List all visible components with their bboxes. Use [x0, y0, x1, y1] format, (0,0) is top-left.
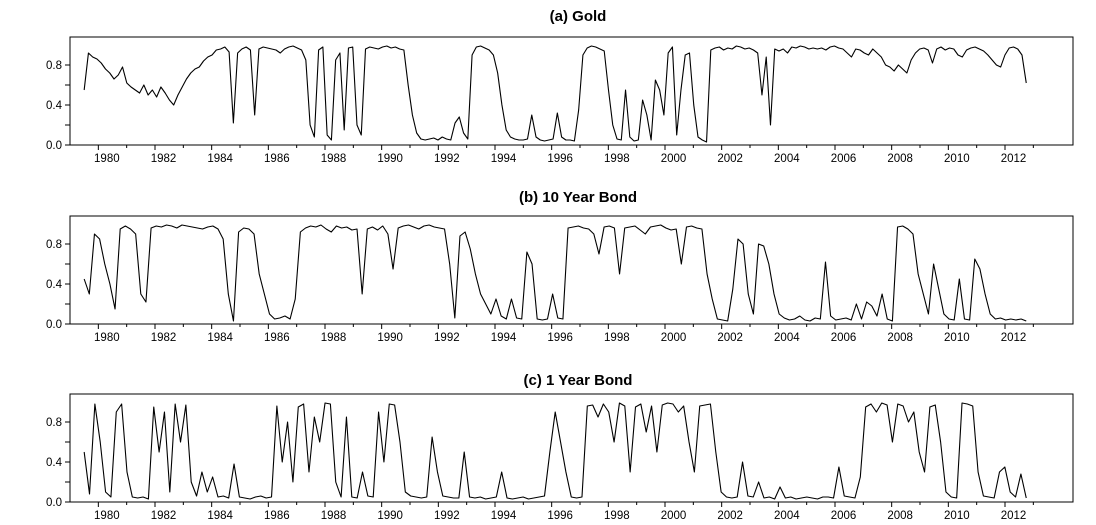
x-tick-label: 1986 [264, 332, 290, 344]
x-tick-label: 1982 [151, 510, 177, 522]
x-tick-label: 2002 [717, 332, 743, 344]
chart-title: (a) Gold [550, 8, 607, 25]
x-tick-label: 1996 [547, 510, 573, 522]
x-tick-label: 2010 [944, 510, 970, 522]
chart-title: (c) 1 Year Bond [524, 372, 633, 389]
x-tick-label: 1994 [491, 510, 517, 522]
y-tick-label: 0.4 [46, 279, 63, 291]
x-tick-label: 1982 [151, 332, 177, 344]
x-tick-label: 1984 [207, 332, 233, 344]
y-tick-label: 0.8 [46, 417, 62, 429]
x-tick-label: 1996 [547, 332, 573, 344]
x-tick-label: 2012 [1001, 332, 1027, 344]
x-tick-label: 2010 [944, 332, 970, 344]
10-year-bond-series-line [83, 224, 1027, 322]
x-tick-label: 2004 [774, 510, 800, 522]
x-axis: 1980 1982 1984 1986 1988 1990 1992 1994 1996 1998… [94, 145, 1034, 165]
x-tick-label: 1994 [491, 153, 517, 165]
x-tick-label: 1986 [264, 510, 290, 522]
x-tick-label: 2002 [717, 153, 743, 165]
x-tick-label: 1980 [94, 510, 120, 522]
x-tick-label: 1988 [321, 332, 347, 344]
y-tick-label: 0.0 [46, 319, 62, 331]
x-axis: 1980 1982 1984 1986 1988 1990 1992 1994 1996 1998… [94, 324, 1034, 344]
y-tick-label: 0.0 [46, 140, 62, 152]
chart-title: (b) 10 Year Bond [519, 189, 637, 206]
x-tick-label: 1990 [377, 153, 403, 165]
x-tick-label: 1990 [377, 332, 403, 344]
x-tick-label: 1980 [94, 332, 120, 344]
panel-gold: (a) Gold 0.00.40.8 1980 1982 1984 1986 1988 1… [46, 8, 1074, 165]
x-tick-label: 2008 [887, 332, 913, 344]
x-tick-label: 2000 [661, 510, 687, 522]
x-tick-label: 2006 [831, 510, 857, 522]
x-tick-label: 1986 [264, 153, 290, 165]
x-tick-label: 1988 [321, 153, 347, 165]
plot-frame [69, 36, 1074, 146]
x-tick-label: 2000 [661, 332, 687, 344]
x-tick-label: 1998 [604, 510, 630, 522]
x-tick-label: 2012 [1001, 153, 1027, 165]
x-tick-label: 1984 [207, 153, 233, 165]
x-tick-label: 1980 [94, 153, 120, 165]
x-tick-label: 1998 [604, 332, 630, 344]
x-tick-label: 2012 [1001, 510, 1027, 522]
x-axis: 1980 1982 1984 1986 1988 1990 1992 1994 1996 1998… [94, 502, 1034, 522]
x-tick-label: 2000 [661, 153, 687, 165]
1-year-bond-series-line [83, 402, 1027, 500]
y-axis: 0.0 0.4 0.8 [46, 239, 70, 331]
x-tick-label: 2008 [887, 510, 913, 522]
x-tick-label: 1982 [151, 153, 177, 165]
x-tick-label: 1994 [491, 332, 517, 344]
x-tick-label: 2008 [887, 153, 913, 165]
x-tick-label: 1992 [434, 332, 460, 344]
y-tick-label: 0.8 [46, 60, 62, 72]
x-tick-label: 2004 [774, 332, 800, 344]
x-tick-label: 1984 [207, 510, 233, 522]
x-tick-label: 2004 [774, 153, 800, 165]
x-tick-label: 2006 [831, 153, 857, 165]
x-tick-label: 2006 [831, 332, 857, 344]
x-tick-label: 1988 [321, 510, 347, 522]
x-tick-label: 1990 [377, 510, 403, 522]
y-tick-label: 0.8 [46, 239, 62, 251]
x-tick-label: 2002 [717, 510, 743, 522]
y-tick-label: 0.4 [46, 100, 63, 112]
x-tick-label: 1996 [547, 153, 573, 165]
x-tick-label: 1992 [434, 153, 460, 165]
x-tick-label: 2010 [944, 153, 970, 165]
plot-frame [69, 393, 1074, 503]
y-tick-label: 0.4 [46, 457, 63, 469]
x-tick-label: 1992 [434, 510, 460, 522]
y-axis: 0.0 0.4 0.8 [46, 417, 70, 509]
gold-series-line [83, 45, 1027, 143]
plot-frame [69, 215, 1074, 325]
panel-1-year-bond: (c) 1 Year Bond 0.00.40.8 1980 1982 1984 19… [46, 372, 1074, 522]
y-tick-label: 0.0 [46, 497, 62, 509]
panel-10-year-bond: (b) 10 Year Bond 0.00.40.8 1980 1982 1984 1… [46, 189, 1074, 344]
x-tick-label: 1998 [604, 153, 630, 165]
y-axis: 0.0 0.4 0.8 [46, 60, 70, 152]
